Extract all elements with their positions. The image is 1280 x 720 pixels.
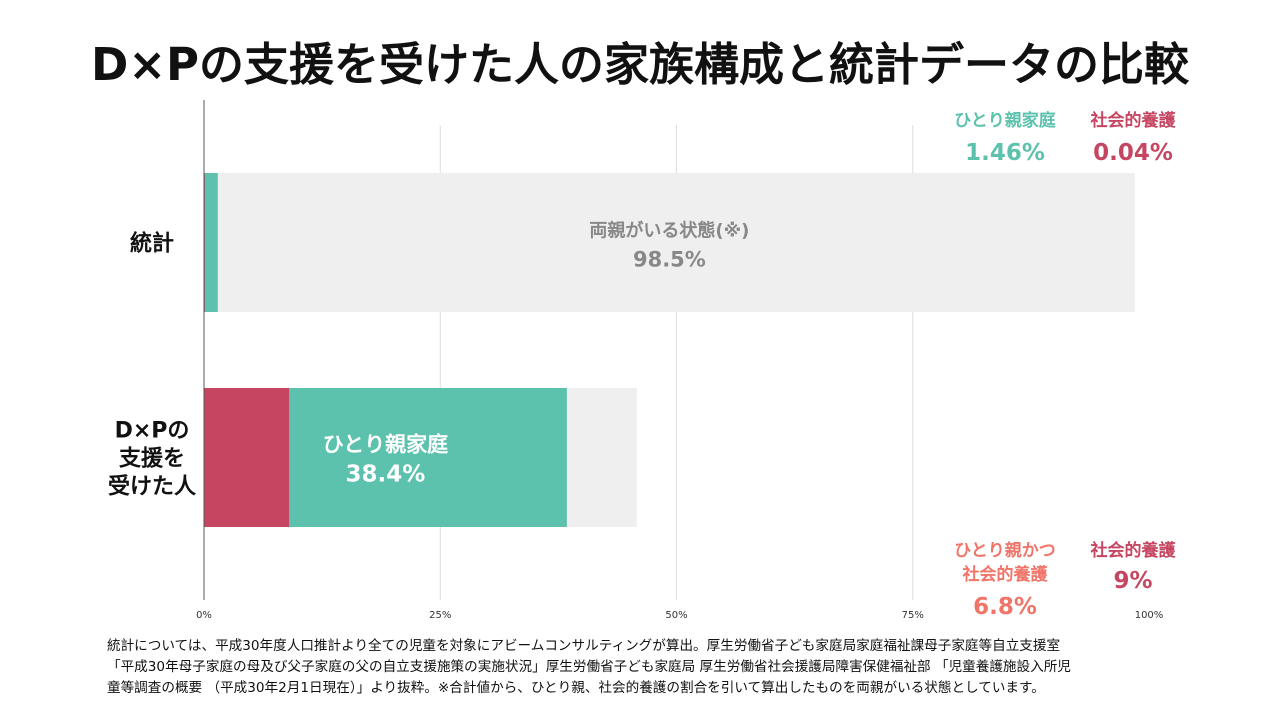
footnote-line-3: 童等調査の概要 （平成30年2月1日現在）」より抜粋。※合計値から、ひとり親、社… [107,680,1045,696]
x-tick-label: 0% [196,610,212,621]
outside-label-name: 社会的養護 [1090,540,1177,561]
bar-label-name: ひとり親家庭 [323,433,448,457]
x-tick-label: 25% [429,610,451,621]
footnote-line-1: 統計については、平成30年度人口推計より全ての児童を対象にアビームコンサルティン… [107,638,1061,654]
bar-segment-dxp-social_care [204,388,290,527]
category-label-dxp: 支援を [119,447,185,472]
x-tick-label: 75% [902,610,924,621]
bar-label-value: 98.5% [633,248,706,272]
bar-segment-stat-both_parents [204,173,1135,312]
bar-label-name: 両親がいる状態(※) [589,220,749,242]
outside-label-name: ひとり親かつ [954,540,1056,561]
bar-segment-stat-single_parent [204,173,218,312]
chart-title: D×Pの支援を受けた人の家族構成と統計データの比較 [90,38,1190,91]
category-label-dxp: 受けた人 [108,474,196,500]
bar-label-value: 38.4% [346,462,426,488]
x-tick-label: 100% [1135,610,1164,621]
outside-label-name: ひとり親家庭 [954,110,1056,131]
category-label-dxp: D×Pの [115,419,190,444]
outside-label-value: 6.8% [973,594,1037,620]
category-label-stat: 統計 [130,231,174,257]
footnote: 統計については、平成30年度人口推計より全ての児童を対象にアビームコンサルティン… [107,636,1207,699]
outside-label-value: 0.04% [1093,140,1173,166]
outside-label-value: 9% [1113,568,1152,594]
outside-label-name: 社会的養護 [962,564,1049,585]
outside-label-value: 1.46% [965,140,1045,166]
footnote-line-2: 「平成30年母子家庭の母及び父子家庭の父の自立支援施策の実施状況」厚生労働省子ど… [107,659,1071,675]
outside-label-name: 社会的養護 [1090,110,1177,131]
x-tick-label: 50% [665,610,687,621]
